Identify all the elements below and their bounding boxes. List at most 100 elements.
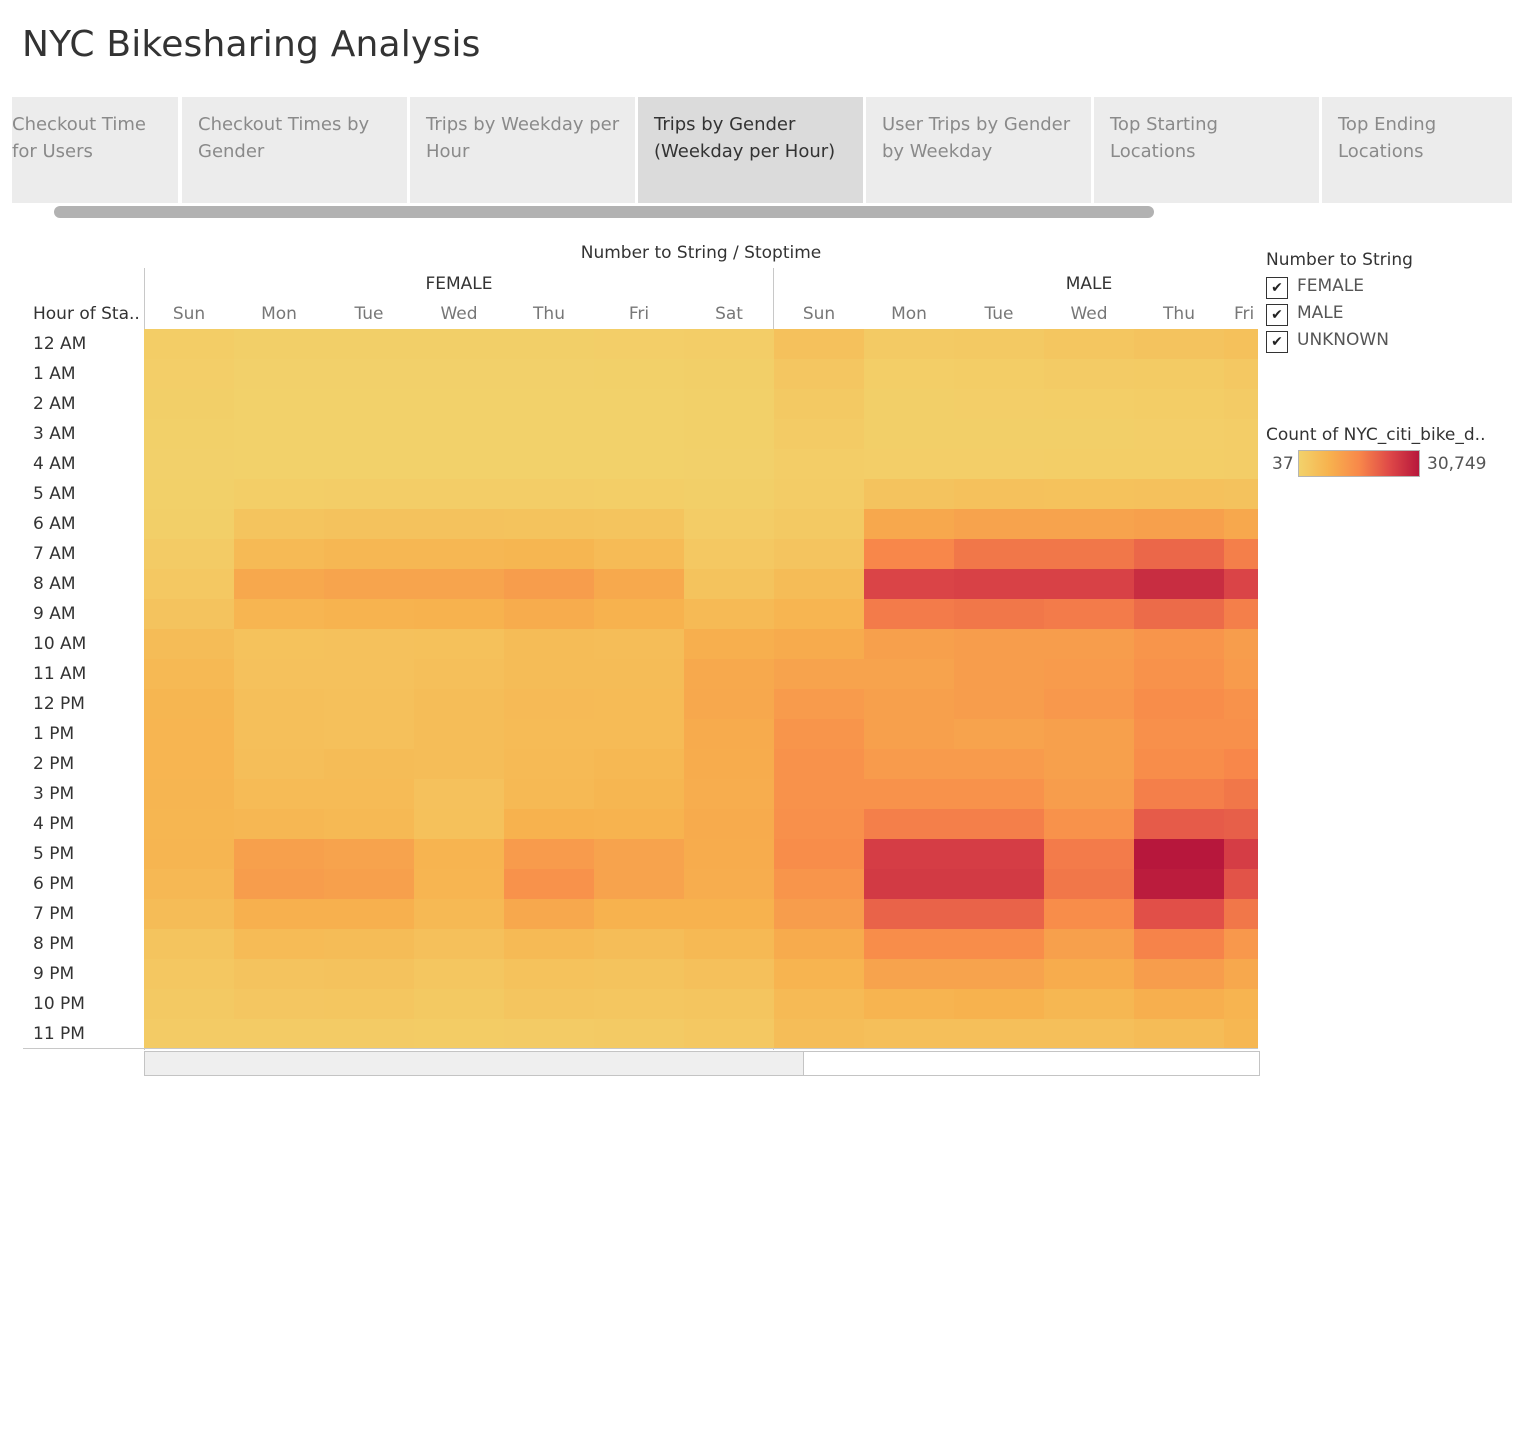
heatmap-cell[interactable] — [954, 839, 1044, 869]
heatmap-cell[interactable] — [504, 869, 594, 899]
heatmap-cell[interactable] — [1134, 959, 1224, 989]
heatmap-cell[interactable] — [684, 779, 774, 809]
heatmap-cell[interactable] — [864, 839, 954, 869]
heatmap-cell[interactable] — [1224, 959, 1258, 989]
heatmap-cell[interactable] — [954, 659, 1044, 689]
heatmap-cell[interactable] — [1134, 929, 1224, 959]
heatmap-cell[interactable] — [1224, 749, 1258, 779]
heatmap-cell[interactable] — [1044, 749, 1134, 779]
heatmap-cell[interactable] — [684, 509, 774, 539]
heatmap-cell[interactable] — [234, 389, 324, 419]
heatmap-cell[interactable] — [1224, 929, 1258, 959]
heatmap-cell[interactable] — [324, 569, 414, 599]
heatmap-cell[interactable] — [1044, 1019, 1134, 1049]
heatmap-cell[interactable] — [504, 329, 594, 359]
heatmap-cell[interactable] — [144, 329, 234, 359]
heatmap-cell[interactable] — [684, 389, 774, 419]
heatmap-cell[interactable] — [1134, 629, 1224, 659]
heatmap-cell[interactable] — [954, 869, 1044, 899]
heatmap-cell[interactable] — [594, 929, 684, 959]
heatmap-cell[interactable] — [774, 809, 864, 839]
heatmap-cell[interactable] — [594, 599, 684, 629]
heatmap-cell[interactable] — [864, 509, 954, 539]
heatmap-cell[interactable] — [234, 329, 324, 359]
heatmap-cell[interactable] — [864, 1019, 954, 1049]
heatmap-cell[interactable] — [1224, 1019, 1258, 1049]
heatmap-cell[interactable] — [324, 509, 414, 539]
heatmap-cell[interactable] — [504, 749, 594, 779]
heatmap-cell[interactable] — [594, 839, 684, 869]
heatmap-cell[interactable] — [1224, 839, 1258, 869]
heatmap-cell[interactable] — [954, 779, 1044, 809]
heatmap-cell[interactable] — [504, 659, 594, 689]
heatmap-cell[interactable] — [1224, 329, 1258, 359]
heatmap-cell[interactable] — [414, 479, 504, 509]
heatmap-cell[interactable] — [684, 749, 774, 779]
heatmap-cell[interactable] — [504, 479, 594, 509]
heatmap-cell[interactable] — [414, 539, 504, 569]
heatmap-cell[interactable] — [1224, 599, 1258, 629]
heatmap-cell[interactable] — [594, 329, 684, 359]
heatmap-cell[interactable] — [774, 689, 864, 719]
heatmap-cell[interactable] — [1044, 839, 1134, 869]
tab-trips-by-weekday-per-hour[interactable]: Trips by Weekday per Hour — [410, 97, 635, 203]
heatmap-cell[interactable] — [144, 389, 234, 419]
heatmap-cell[interactable] — [774, 629, 864, 659]
heatmap-cell[interactable] — [954, 809, 1044, 839]
heatmap-cell[interactable] — [504, 809, 594, 839]
heatmap-cell[interactable] — [414, 419, 504, 449]
heatmap-cell[interactable] — [234, 539, 324, 569]
heatmap-cell[interactable] — [1134, 539, 1224, 569]
heatmap-cell[interactable] — [1044, 629, 1134, 659]
heatmap-cell[interactable] — [774, 929, 864, 959]
heatmap-cell[interactable] — [324, 899, 414, 929]
heatmap-cell[interactable] — [414, 1019, 504, 1049]
heatmap-cell[interactable] — [1134, 989, 1224, 1019]
heatmap-cell[interactable] — [324, 389, 414, 419]
heatmap-cell[interactable] — [954, 569, 1044, 599]
heatmap-cell[interactable] — [1044, 929, 1134, 959]
heatmap-cell[interactable] — [1134, 809, 1224, 839]
heatmap-cell[interactable] — [684, 929, 774, 959]
heatmap-cell[interactable] — [324, 599, 414, 629]
heatmap-cell[interactable] — [1044, 359, 1134, 389]
heatmap-cell[interactable] — [1044, 689, 1134, 719]
heatmap-cell[interactable] — [324, 809, 414, 839]
heatmap-cell[interactable] — [234, 689, 324, 719]
heatmap-cell[interactable] — [774, 329, 864, 359]
heatmap-cell[interactable] — [324, 539, 414, 569]
heatmap-cell[interactable] — [864, 719, 954, 749]
heatmap-cell[interactable] — [234, 509, 324, 539]
tab-user-trips-by-gender-by-weekday[interactable]: User Trips by Gender by Weekday — [866, 97, 1091, 203]
heatmap-cell[interactable] — [234, 569, 324, 599]
heatmap-cell[interactable] — [324, 479, 414, 509]
heatmap-cell[interactable] — [1134, 779, 1224, 809]
heatmap-cell[interactable] — [594, 419, 684, 449]
heatmap-cell[interactable] — [684, 959, 774, 989]
heatmap-cell[interactable] — [234, 629, 324, 659]
heatmap-cell[interactable] — [414, 839, 504, 869]
heatmap-cell[interactable] — [1134, 329, 1224, 359]
heatmap-cell[interactable] — [234, 989, 324, 1019]
heatmap-cell[interactable] — [324, 779, 414, 809]
heatmap-cell[interactable] — [414, 599, 504, 629]
heatmap-cell[interactable] — [324, 659, 414, 689]
heatmap-cell[interactable] — [1134, 479, 1224, 509]
heatmap-cell[interactable] — [324, 989, 414, 1019]
heatmap-cell[interactable] — [684, 989, 774, 1019]
heatmap-cell[interactable] — [324, 689, 414, 719]
heatmap-cell[interactable] — [1044, 779, 1134, 809]
heatmap-cell[interactable] — [234, 809, 324, 839]
heatmap-cell[interactable] — [234, 749, 324, 779]
heatmap-cell[interactable] — [234, 719, 324, 749]
heatmap-cell[interactable] — [864, 809, 954, 839]
heatmap-cell[interactable] — [774, 869, 864, 899]
heatmap-cell[interactable] — [144, 719, 234, 749]
heatmap-cell[interactable] — [774, 749, 864, 779]
heatmap-cell[interactable] — [864, 899, 954, 929]
heatmap-cell[interactable] — [864, 599, 954, 629]
heatmap-cell[interactable] — [1044, 719, 1134, 749]
heatmap-cell[interactable] — [594, 869, 684, 899]
heatmap-cell[interactable] — [504, 689, 594, 719]
heatmap-cell[interactable] — [234, 449, 324, 479]
